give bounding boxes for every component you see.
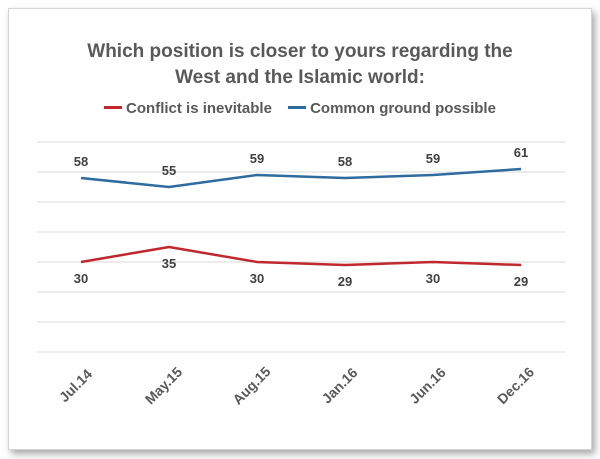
data-label: 61	[514, 145, 528, 160]
data-label: 55	[162, 163, 176, 178]
x-tick-label: Aug.15	[229, 363, 273, 407]
x-tick-label: Jan.16	[318, 364, 360, 406]
chart-legend: Conflict is inevitable Common ground pos…	[9, 100, 591, 117]
series-line-conflict	[80, 245, 522, 267]
data-label: 35	[162, 256, 176, 271]
legend-label-conflict: Conflict is inevitable	[126, 100, 272, 117]
data-label: 59	[250, 151, 264, 166]
chart-title: Which position is closer to yours regard…	[9, 39, 591, 91]
data-label: 29	[338, 274, 352, 289]
series-line-common-ground	[80, 167, 522, 189]
data-label: 58	[338, 154, 352, 169]
chart-title-line-2: West and the Islamic world:	[175, 67, 425, 88]
data-label: 58	[74, 154, 88, 169]
x-tick-label: Dec.16	[494, 364, 537, 407]
x-tick-label: Jul.14	[56, 366, 96, 406]
data-label: 30	[250, 271, 264, 286]
chart-frame: Which position is closer to yours regard…	[8, 8, 592, 450]
legend-swatch-common-ground	[288, 105, 307, 109]
data-label: 59	[426, 151, 440, 166]
legend-item-common-ground: Common ground possible	[288, 100, 496, 117]
chart-plot: 30 35 30 29 30 29 58 55 59 58 59 61 Jul.14 May.15 Aug.…	[37, 141, 565, 408]
data-label: 30	[426, 271, 440, 286]
chart-title-line-1: Which position is closer to yours regard…	[87, 41, 513, 62]
x-tick-label: Jun.16	[406, 364, 449, 407]
legend-label-common-ground: Common ground possible	[310, 100, 496, 117]
data-label: 30	[74, 271, 88, 286]
data-label: 29	[514, 274, 528, 289]
legend-item-conflict: Conflict is inevitable	[104, 100, 272, 117]
legend-swatch-conflict	[104, 105, 123, 109]
x-tick-label: May.15	[142, 364, 186, 408]
